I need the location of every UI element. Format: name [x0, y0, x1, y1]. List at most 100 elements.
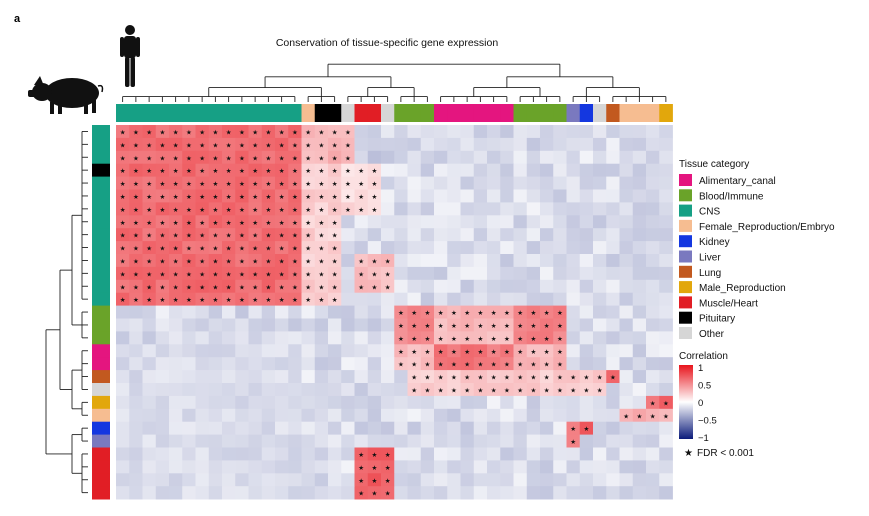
heatmap-cell [367, 370, 382, 384]
heatmap-cell [301, 408, 316, 423]
fdr-star: ★ [517, 348, 523, 356]
fdr-star: ★ [133, 283, 139, 291]
fdr-star: ★ [146, 167, 152, 175]
fdr-star: ★ [212, 141, 218, 149]
heatmap-cell [381, 215, 395, 229]
heatmap-cell [460, 408, 475, 423]
fdr-star: ★ [544, 348, 550, 356]
heatmap-cell [659, 357, 673, 371]
fdr-star: ★ [544, 374, 550, 382]
heatmap-cell [275, 460, 289, 474]
heatmap-cell [473, 370, 488, 384]
heatmap-cell [142, 254, 157, 268]
heatmap-cell [420, 473, 435, 487]
heatmap-cell [195, 357, 210, 371]
heatmap-cell [619, 266, 634, 281]
fdr-star: ★ [318, 270, 324, 278]
heatmap-cell [540, 357, 554, 371]
heatmap-cell [261, 163, 276, 177]
fdr-star: ★ [544, 335, 550, 343]
fdr-star: ★ [318, 193, 324, 201]
heatmap-cell [646, 241, 660, 255]
fdr-star: ★ [279, 257, 285, 265]
heatmap-cell [460, 421, 475, 435]
heatmap-cell [314, 125, 329, 139]
heatmap-cell [314, 279, 329, 294]
heatmap-cell [659, 266, 673, 281]
heatmap-cell [169, 215, 183, 229]
heatmap-cell [235, 357, 249, 371]
heatmap-cell [354, 344, 369, 358]
heatmap-cell [394, 228, 408, 242]
heatmap-cell [553, 228, 567, 242]
heatmap-cell [235, 279, 249, 294]
heatmap-cell [566, 486, 581, 500]
fdr-star: ★ [292, 154, 298, 162]
heatmap-cell [261, 202, 276, 216]
heatmap-cell [208, 137, 223, 152]
heatmap-cell [367, 202, 382, 216]
heatmap-cell [129, 421, 143, 435]
fdr-star: ★ [252, 270, 258, 278]
heatmap-cell [129, 344, 143, 358]
heatmap-cell [169, 318, 183, 332]
fdr-star: ★ [464, 374, 470, 382]
heatmap-cell [301, 266, 316, 281]
heatmap-cell [235, 292, 249, 306]
heatmap-cell [275, 254, 289, 268]
fdr-star: ★ [226, 180, 232, 188]
heatmap-cell [526, 266, 541, 281]
fdr-star: ★ [173, 296, 179, 304]
heatmap-cell [447, 228, 461, 242]
heatmap-cell [487, 434, 501, 448]
heatmap-cell [632, 266, 647, 281]
heatmap-cell [513, 370, 528, 384]
fdr-star: ★ [477, 322, 483, 330]
heatmap-cell [566, 202, 581, 216]
heatmap-cell [487, 254, 501, 268]
heatmap-cell [195, 266, 210, 281]
fdr-star: ★ [570, 386, 576, 394]
heatmap-cell [261, 460, 276, 474]
heatmap-cell [155, 344, 170, 358]
heatmap-cell [182, 305, 196, 319]
heatmap-cell [632, 331, 647, 345]
fdr-star: ★ [120, 193, 126, 201]
heatmap-cell [195, 241, 210, 255]
heatmap-cell [619, 254, 634, 268]
heatmap-cell [579, 357, 594, 371]
fdr-star: ★ [332, 245, 338, 253]
fdr-star: ★ [610, 374, 616, 382]
fdr-star: ★ [239, 245, 245, 253]
fdr-star: ★ [199, 180, 205, 188]
heatmap-cell [314, 228, 329, 242]
heatmap-cell [155, 176, 170, 190]
row-category-swatch [92, 318, 110, 332]
fdr-star: ★ [597, 374, 603, 382]
fdr-star: ★ [212, 154, 218, 162]
heatmap-cell [566, 163, 581, 177]
colorbar-title: Correlation [679, 351, 728, 362]
heatmap-cell [646, 125, 660, 139]
fdr-star: ★ [530, 335, 536, 343]
heatmap-cell [381, 370, 395, 384]
heatmap-cell [460, 215, 475, 229]
heatmap-cell [328, 305, 342, 319]
heatmap-cell [222, 266, 236, 281]
fdr-star: ★ [318, 206, 324, 214]
heatmap-cell [288, 434, 302, 448]
heatmap-cell [579, 266, 594, 281]
heatmap-cell [235, 318, 249, 332]
heatmap-cell [142, 434, 157, 448]
heatmap-cell [301, 189, 316, 203]
heatmap-cell [540, 254, 554, 268]
heatmap-cell [460, 137, 475, 152]
heatmap-cell [646, 473, 660, 487]
heatmap-cell [288, 395, 302, 410]
heatmap-cell [434, 434, 448, 448]
heatmap-cell [195, 202, 210, 216]
heatmap-cell [182, 254, 196, 268]
heatmap-cell [566, 137, 581, 152]
heatmap-cell [394, 383, 408, 397]
fdr-star: ★ [464, 322, 470, 330]
